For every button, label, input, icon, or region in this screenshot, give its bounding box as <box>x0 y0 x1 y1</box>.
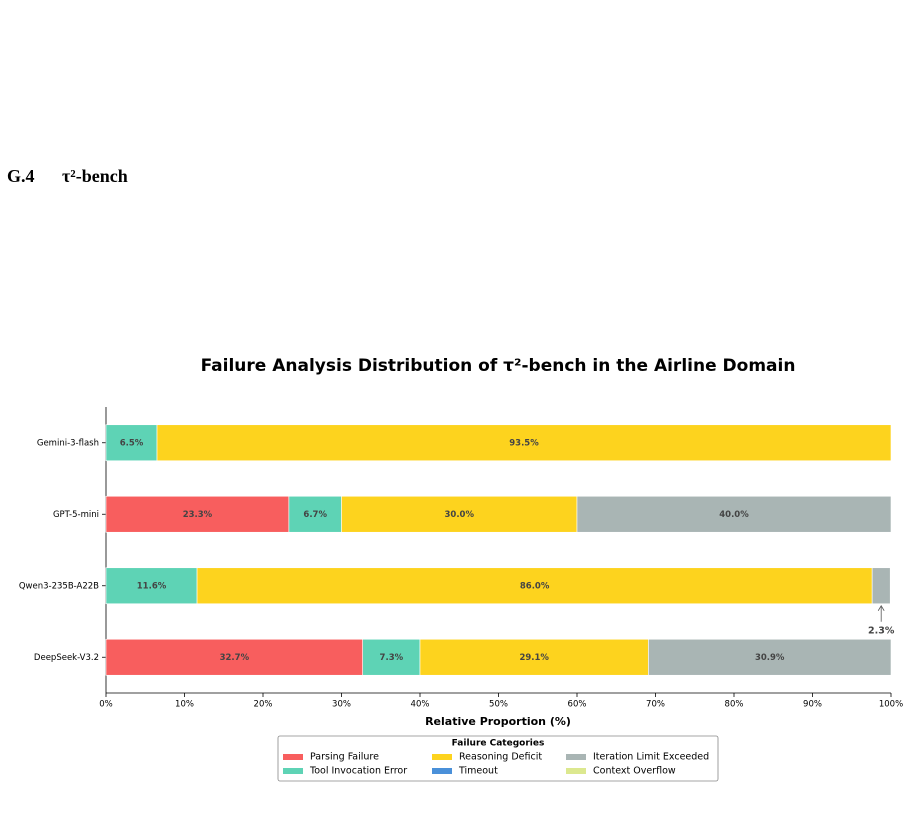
value-label: 23.3% <box>183 510 213 520</box>
y-tick-label: DeepSeek-V3.2 <box>34 653 99 663</box>
x-tick-label: 70% <box>646 700 665 710</box>
y-tick-label: GPT-5-mini <box>53 510 99 520</box>
value-label: 32.7% <box>220 653 250 663</box>
x-tick-label: 20% <box>254 700 273 710</box>
value-label: 93.5% <box>509 438 539 448</box>
x-tick-label: 90% <box>803 700 822 710</box>
value-label: 6.7% <box>303 510 327 520</box>
legend-swatch <box>432 754 452 760</box>
legend-box <box>277 735 719 782</box>
legend-swatch <box>566 768 586 774</box>
bar-segment <box>288 495 342 533</box>
bar-segment <box>362 638 421 676</box>
bar-segment <box>648 638 892 676</box>
y-tick-label: Gemini-3-flash <box>37 438 99 448</box>
value-label: 30.9% <box>755 653 785 663</box>
annotation-arrowhead <box>877 604 885 611</box>
x-axis-label: Relative Proportion (%) <box>425 715 571 728</box>
legend-swatch <box>283 768 303 774</box>
value-label: 6.5% <box>120 438 144 448</box>
bar-segment <box>105 495 290 533</box>
legend-label: Parsing Failure <box>310 752 379 763</box>
section-number: G.4 <box>7 166 35 186</box>
legend-swatch <box>566 754 586 760</box>
legend-label: Iteration Limit Exceeded <box>593 752 709 763</box>
legend-label: Tool Invocation Error <box>309 766 407 777</box>
legend-label: Context Overflow <box>593 766 676 777</box>
x-tick-label: 100% <box>879 700 903 710</box>
bar-segment <box>871 567 891 605</box>
value-label: 11.6% <box>137 581 167 591</box>
legend-title: Failure Categories <box>452 739 545 749</box>
x-tick-label: 60% <box>568 700 587 710</box>
legend-label: Timeout <box>458 766 498 777</box>
value-label: 2.3% <box>868 625 895 636</box>
x-tick-label: 50% <box>489 700 508 710</box>
x-tick-label: 80% <box>725 700 744 710</box>
x-tick-label: 10% <box>175 700 194 710</box>
x-tick-label: 30% <box>332 700 351 710</box>
bar-segment <box>576 495 892 533</box>
value-label: 7.3% <box>380 653 404 663</box>
value-label: 29.1% <box>519 653 549 663</box>
bar-segment <box>196 567 873 605</box>
chart-title: Failure Analysis Distribution of τ²-benc… <box>201 356 796 376</box>
x-tick-label: 0% <box>99 700 113 710</box>
y-tick-label: Qwen3-235B-A22B <box>19 581 99 591</box>
value-label: 40.0% <box>719 510 749 520</box>
section-title: τ²-bench <box>62 166 128 186</box>
legend-label: Reasoning Deficit <box>459 752 542 763</box>
bar-segment <box>105 424 158 462</box>
bar-segment <box>105 567 198 605</box>
legend-swatch <box>283 754 303 760</box>
value-label: 30.0% <box>445 510 475 520</box>
value-label: 86.0% <box>520 581 550 591</box>
x-tick-label: 40% <box>411 700 430 710</box>
legend-swatch <box>432 768 452 774</box>
bar-segment <box>419 638 649 676</box>
bar-segment <box>156 424 892 462</box>
